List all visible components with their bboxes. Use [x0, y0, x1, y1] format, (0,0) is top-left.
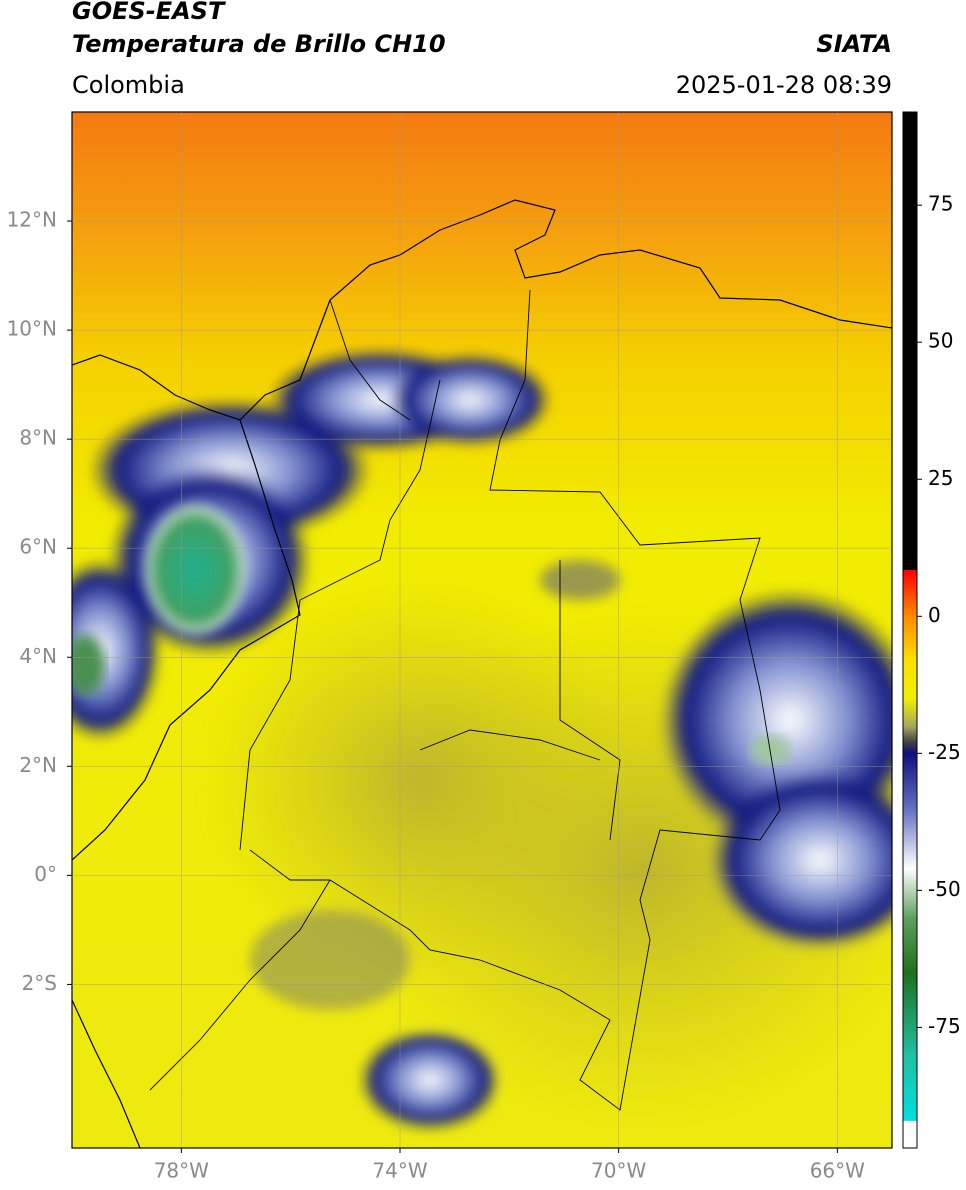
y-tick-label: 0° — [34, 862, 57, 886]
region: Colombia — [72, 71, 185, 99]
colorbar-tick-label: 75 — [928, 192, 953, 216]
x-tick-label: 78°W — [154, 1159, 209, 1183]
satellite-image — [72, 112, 892, 1148]
datetime: 2025-01-28 08:39 — [676, 71, 892, 99]
y-tick-label: 10°N — [7, 317, 57, 341]
y-tick-label: 2°S — [22, 971, 57, 995]
colorbar-tick-label: -50 — [928, 877, 961, 901]
agency: SIATA — [816, 30, 892, 58]
y-tick-label: 4°N — [19, 644, 57, 668]
colorbar-tick-label: -75 — [928, 1014, 961, 1038]
colorbar-tick-label: 50 — [928, 329, 953, 353]
x-tick-label: 70°W — [591, 1159, 646, 1183]
y-tick-label: 12°N — [7, 208, 57, 232]
product: Temperatura de Brillo CH10 — [72, 30, 446, 58]
colorbar — [902, 111, 918, 1149]
satellite: GOES-EAST — [72, 0, 226, 25]
y-tick-label: 6°N — [19, 535, 57, 559]
x-tick-label: 74°W — [372, 1159, 427, 1183]
y-tick-label: 8°N — [19, 426, 57, 450]
map-frame — [71, 111, 893, 1149]
colorbar-tick-label: 0 — [928, 603, 941, 627]
x-tick-label: 66°W — [810, 1159, 865, 1183]
colorbar-tick-label: 25 — [928, 466, 953, 490]
colorbar-tick-label: -25 — [928, 740, 961, 764]
y-tick-label: 2°N — [19, 753, 57, 777]
